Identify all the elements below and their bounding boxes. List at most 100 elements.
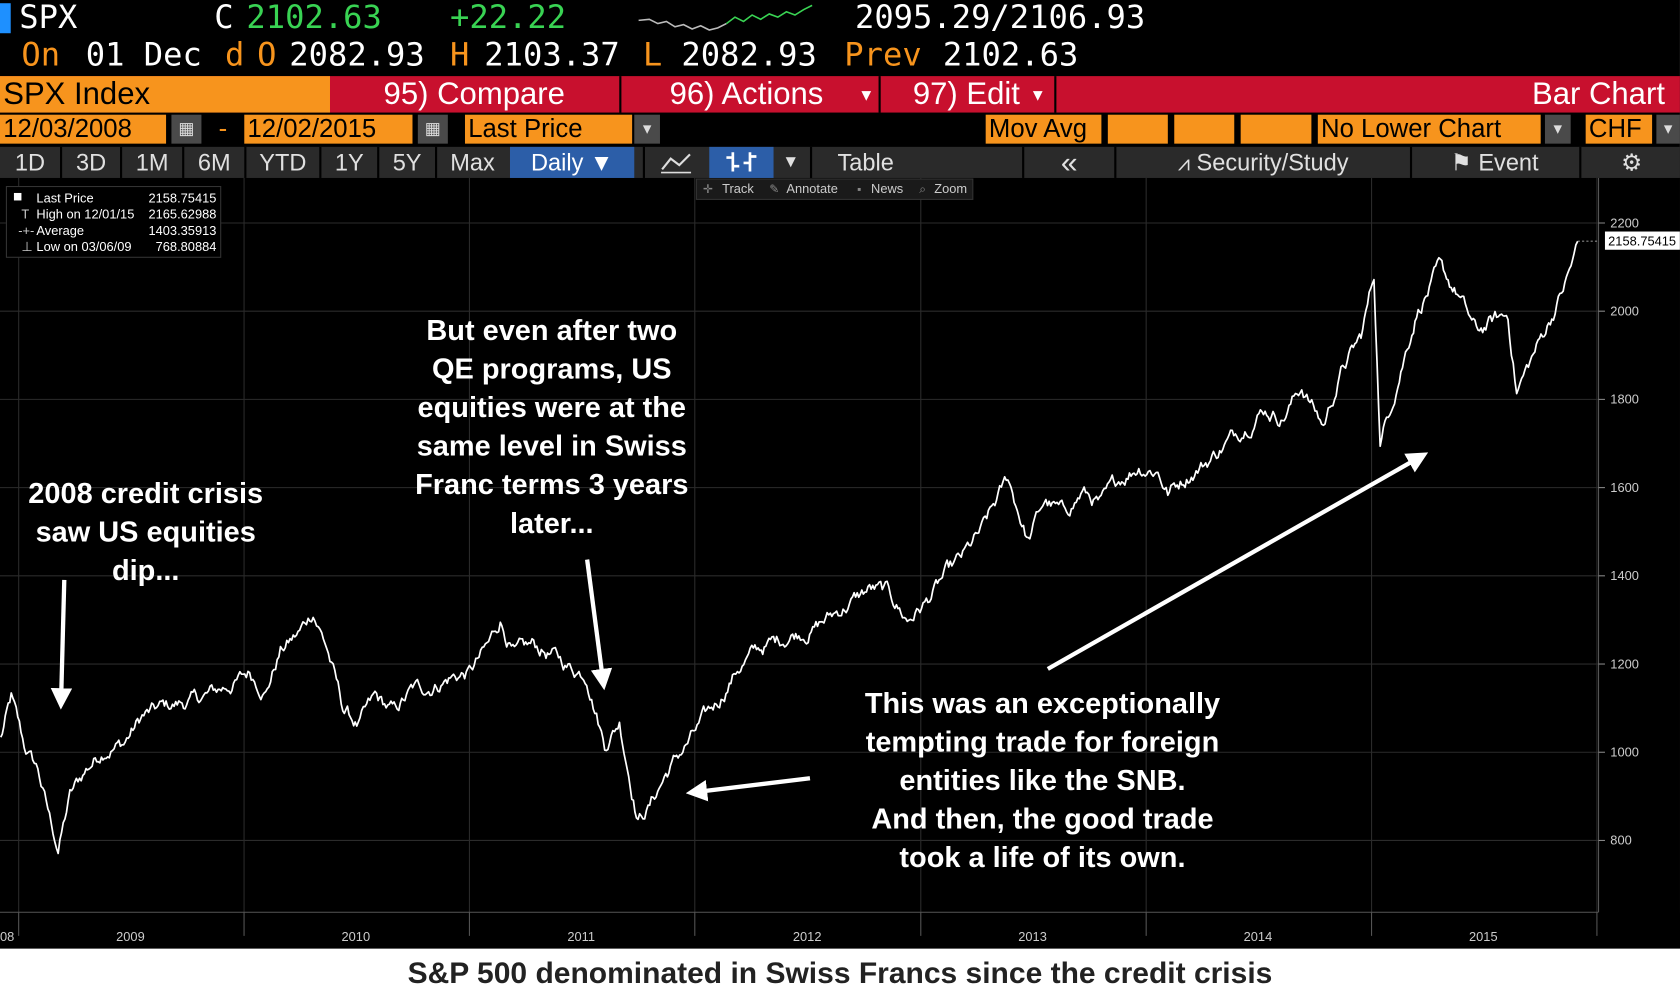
chart-toolbar-bg	[695, 178, 974, 200]
last-price-swatch	[13, 192, 22, 201]
tab-divider	[319, 146, 322, 178]
low-label: L	[642, 36, 663, 74]
menu-bar: SPX Index 95) Compare 96) Actions ▾ 97) …	[0, 76, 1680, 113]
high-marker-icon: T	[21, 207, 29, 222]
chart-legend: Last Price 2158.75415 T High on 12/01/15…	[5, 185, 222, 258]
security-field[interactable]: SPX Index	[0, 76, 330, 113]
bar-chart-icon[interactable]	[709, 146, 774, 178]
track-button[interactable]: Track	[722, 181, 754, 196]
edit-menu[interactable]: 97) Edit	[912, 77, 1020, 112]
chevron-down-icon[interactable]: ▾	[634, 114, 660, 144]
trade-line-4: And then, the good trade	[871, 802, 1214, 836]
y-tick-label: 2200	[1610, 215, 1639, 230]
trend-arrow	[1046, 452, 1429, 671]
open-label: O	[257, 36, 277, 74]
tab-divider	[434, 146, 438, 178]
grid-lines	[0, 222, 1599, 841]
gear-icon[interactable]: ⚙	[1621, 149, 1643, 176]
tab-1m[interactable]: 1M	[135, 149, 169, 176]
high-label: H	[449, 36, 470, 74]
tab-3d[interactable]: 3D	[76, 149, 107, 176]
tab-1d[interactable]: 1D	[14, 149, 46, 176]
y-tick-label: 1200	[1610, 656, 1639, 671]
close-label: C	[214, 0, 234, 37]
quote-date: 01 Dec	[85, 36, 202, 74]
lower-chart-select[interactable]: No Lower Chart	[1317, 114, 1541, 144]
open-value: 2082.93	[289, 36, 425, 74]
menu-divider	[619, 76, 622, 113]
on-label: On	[21, 36, 61, 74]
range-tab-row: 1D 3D 1M 6M YTD 1Y 5Y Max Daily ▼	[0, 145, 1680, 180]
x-tick-label: 08	[0, 929, 14, 944]
actions-menu[interactable]: 96) Actions	[669, 77, 824, 112]
calendar-icon[interactable]: ▦	[417, 114, 448, 144]
frequency-select[interactable]: Daily ▼	[509, 146, 635, 178]
y-tick-label: 1800	[1610, 392, 1639, 407]
average-marker-icon: -+-	[18, 223, 34, 238]
annotate-button[interactable]: Annotate	[786, 181, 837, 196]
tab-divider	[1579, 146, 1582, 178]
tab-divider	[182, 146, 185, 178]
price-field-select[interactable]: Last Price	[464, 114, 633, 144]
low-marker-icon: ⊥	[21, 239, 32, 254]
start-date-input[interactable]: 12/03/2008	[0, 114, 167, 144]
zoom-button[interactable]: Zoom	[934, 181, 967, 196]
line-chart-icon[interactable]	[658, 150, 694, 176]
ohlc-row: On 01 Dec d O 2082.93 H 2103.37 L 2082.9…	[0, 36, 1680, 74]
prev-value: 2102.63	[942, 36, 1079, 74]
collapse-button[interactable]: «	[1060, 145, 1078, 180]
tab-ytd[interactable]: YTD	[259, 149, 307, 176]
chevron-down-icon[interactable]: ▼	[782, 153, 800, 172]
currency-select[interactable]: CHF	[1585, 114, 1653, 144]
legend-label-low: Low on 03/06/09	[36, 239, 131, 254]
crisis-line-1: 2008 credit crisis	[28, 477, 264, 510]
last-price-tag	[1604, 231, 1680, 250]
mov-avg-select[interactable]: Mov Avg	[985, 114, 1102, 144]
trade-line-1: This was an exceptionally	[864, 687, 1221, 720]
intraday-sparkline	[638, 4, 813, 31]
chevron-down-icon[interactable]: ▾	[1544, 114, 1571, 144]
event-button[interactable]: ⚑ Event	[1414, 147, 1575, 178]
end-date-input[interactable]: 12/02/2015	[244, 114, 413, 144]
qe-line-1: But even after two	[426, 314, 678, 347]
tab-divider	[642, 146, 645, 178]
mov-avg-period-2[interactable]	[1174, 114, 1235, 144]
tab-1y[interactable]: 1Y	[334, 149, 364, 176]
tab-divider	[119, 146, 123, 178]
price-change: +22.22	[449, 0, 567, 37]
trade-annotation: This was an exceptionally tempting trade…	[827, 684, 1258, 877]
menu-divider	[878, 76, 881, 113]
mov-avg-period-1[interactable]	[1107, 114, 1168, 144]
qe-line-4: same level in Swiss	[416, 429, 687, 463]
x-tick-label: 2012	[793, 929, 822, 944]
tab-max[interactable]: Max	[450, 149, 495, 176]
trade-line-3: entities like the SNB.	[899, 764, 1186, 797]
close-price: 2102.63	[246, 0, 382, 37]
tab-divider	[377, 146, 380, 178]
legend-value-average: 1403.35913	[148, 223, 216, 238]
news-button[interactable]: News	[871, 181, 903, 196]
x-axis: 08 2009 2010 2011 2012 2013 2014 2015	[0, 911, 1680, 949]
prev-label: Prev	[844, 36, 922, 74]
table-button[interactable]: Table	[837, 149, 894, 176]
x-tick-label: 2013	[1018, 929, 1047, 944]
tab-divider	[809, 146, 813, 178]
tab-divider	[1022, 146, 1025, 178]
edit-dropdown-icon[interactable]: ▾	[1032, 83, 1043, 106]
security-study-button[interactable]: ⩘ Security/Study	[1119, 147, 1408, 178]
event-label: Event	[1478, 149, 1539, 176]
tab-6m[interactable]: 6M	[197, 149, 231, 176]
mov-avg-period-3[interactable]	[1240, 114, 1312, 144]
trade-line-2: tempting trade for foreign	[865, 725, 1220, 758]
actions-dropdown-icon[interactable]: ▾	[861, 83, 872, 106]
qe-line-3: equities were at the	[417, 391, 687, 424]
qe-line-2: QE programs, US	[432, 352, 672, 385]
compare-menu[interactable]: 95) Compare	[383, 77, 565, 112]
tab-5y[interactable]: 5Y	[392, 149, 422, 176]
calendar-icon[interactable]: ▦	[171, 114, 202, 144]
bid-ask: 2095.29/2106.93	[854, 0, 1146, 37]
legend-label-average: Average	[36, 223, 84, 238]
price-chart[interactable]: ✛ Track ✎ Annotate ▪ News ⌕ Zoom Last Pr…	[0, 177, 1680, 949]
chevron-down-icon[interactable]: ▾	[1656, 114, 1680, 144]
